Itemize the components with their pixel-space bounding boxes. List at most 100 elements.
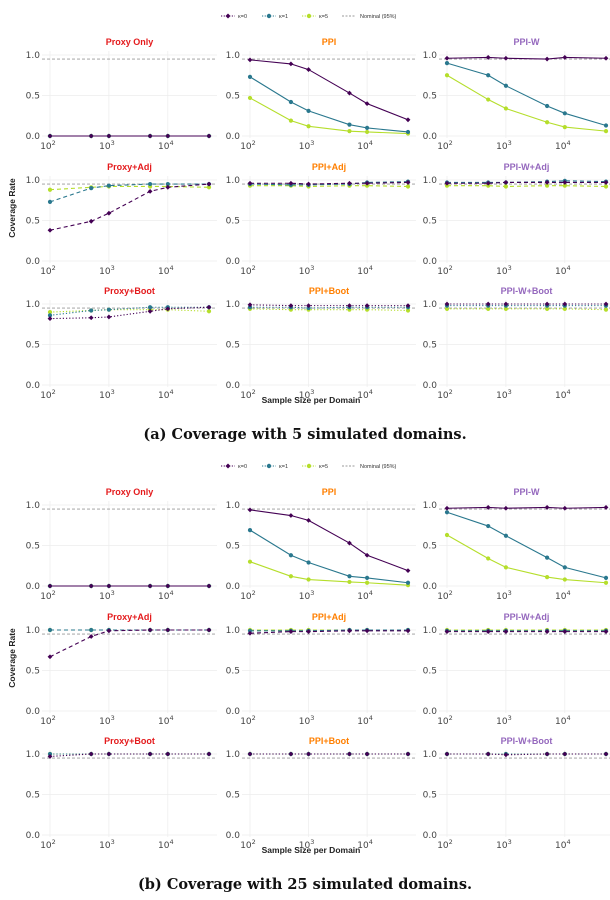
series-line-k5 [447, 185, 607, 188]
x-tick-label: 103 [299, 139, 315, 152]
x-tick-label: 104 [357, 714, 373, 727]
y-tick-label: 0.5 [226, 341, 240, 351]
data-point [364, 303, 370, 309]
legend-label: Nominal (95%) [360, 464, 397, 470]
data-point [106, 183, 112, 188]
data-point [247, 528, 253, 533]
data-point [503, 505, 509, 511]
x-tick-label: 104 [357, 139, 373, 152]
data-point [364, 552, 370, 558]
series-line-k5 [446, 534, 607, 584]
panel-proxy-only: 0.0 0.5 1.0 102 103 104 Proxy Only [26, 37, 217, 152]
x-tick-label: 102 [437, 139, 453, 152]
data-point [444, 73, 450, 78]
data-point [88, 133, 94, 139]
panel-ppi-w: 0.0 0.5 1.0 102 103 104 PPI-W [423, 487, 610, 602]
y-tick-label: 1.0 [226, 750, 241, 760]
x-tick-label: 103 [99, 714, 115, 727]
data-point [247, 305, 253, 310]
data-point [165, 184, 171, 190]
y-axis-label: Coverage Rate [7, 178, 17, 238]
panel-title: PPI-W [514, 37, 541, 47]
data-point [88, 751, 94, 757]
x-tick-label: 104 [158, 139, 174, 152]
data-point [347, 180, 352, 186]
legend-label: κ=5 [319, 464, 328, 470]
data-point [444, 180, 450, 186]
data-point [503, 629, 509, 635]
data-point [544, 629, 550, 635]
y-tick-label: 1.0 [226, 176, 241, 186]
data-point [247, 507, 253, 513]
data-point [486, 183, 491, 188]
data-point [444, 751, 450, 757]
y-tick-label: 1.0 [423, 750, 438, 760]
x-tick-label: 103 [299, 714, 315, 727]
legend-label: κ=1 [279, 464, 288, 470]
data-point [165, 751, 171, 757]
y-tick-label: 1.0 [423, 51, 438, 61]
y-tick-label: 0.0 [226, 707, 241, 717]
data-point [288, 303, 294, 309]
x-tick-label: 104 [555, 139, 571, 152]
data-point [89, 627, 94, 633]
y-tick-label: 1.0 [226, 501, 241, 511]
data-point [347, 574, 352, 579]
data-point [247, 180, 253, 186]
series-line-k0 [446, 506, 607, 509]
panel-ppi-w-adj: 0.0 0.5 1.0 102 103 104 PPI-W+Adj [423, 612, 610, 727]
data-point [503, 301, 509, 307]
data-point [288, 751, 294, 757]
data-point [405, 308, 411, 313]
panel-title: PPI+Boot [309, 736, 349, 746]
data-point [364, 575, 370, 581]
x-tick-label: 102 [437, 838, 453, 851]
panel-proxy-adj: 0.0 0.5 1.0 102 103 104 Proxy+Adj [26, 162, 217, 277]
x-tick-label: 102 [437, 589, 453, 602]
data-point [347, 751, 352, 757]
data-point [206, 185, 212, 190]
series-line-k0 [249, 304, 408, 307]
data-point [603, 505, 609, 510]
data-point [364, 129, 370, 135]
figure-a: κ=0 κ=1 κ=5 Nominal (95%) Coverage Rate Sampl… [7, 13, 610, 443]
panel-proxy-boot: 0.0 0.5 1.0 102 103 104 Proxy+Boot [26, 286, 217, 401]
x-axis-label: Sample Size per Domain [262, 845, 361, 855]
data-point [347, 129, 352, 134]
data-point [444, 306, 450, 311]
x-tick-label: 102 [437, 264, 453, 277]
data-point [47, 754, 53, 759]
series-line-k5 [249, 561, 409, 586]
x-tick-label: 103 [299, 264, 315, 277]
data-point [486, 556, 491, 561]
y-tick-label: 0.0 [423, 132, 438, 142]
data-point [444, 61, 450, 66]
figure-caption: (a) Coverage with 5 simulated domains. [143, 426, 466, 443]
data-point [247, 559, 253, 564]
data-point [603, 129, 609, 134]
x-tick-label: 102 [40, 838, 56, 851]
series-line-k0 [249, 509, 409, 572]
y-tick-label: 0.5 [423, 791, 437, 801]
x-tick-label: 102 [240, 838, 256, 851]
data-point [206, 133, 212, 139]
y-axis-label: Coverage Rate [7, 628, 17, 688]
x-tick-label: 104 [357, 388, 373, 401]
data-point [47, 583, 53, 589]
x-tick-label: 104 [158, 388, 174, 401]
x-tick-label: 104 [158, 589, 174, 602]
data-point [106, 314, 112, 320]
data-point [503, 533, 509, 538]
data-point [347, 628, 352, 634]
legend-marker [225, 463, 231, 469]
data-point [306, 303, 311, 309]
data-point [603, 580, 609, 585]
panel-title: PPI-W+Adj [504, 162, 550, 172]
data-point [106, 583, 112, 589]
panel-ppi-adj: 0.0 0.5 1.0 102 103 104 PPI+Adj [226, 162, 416, 277]
y-tick-label: 0.5 [423, 341, 437, 351]
data-point [544, 751, 550, 757]
x-tick-label: 104 [555, 388, 571, 401]
panel-title: Proxy+Adj [107, 162, 152, 172]
data-point [47, 751, 53, 757]
